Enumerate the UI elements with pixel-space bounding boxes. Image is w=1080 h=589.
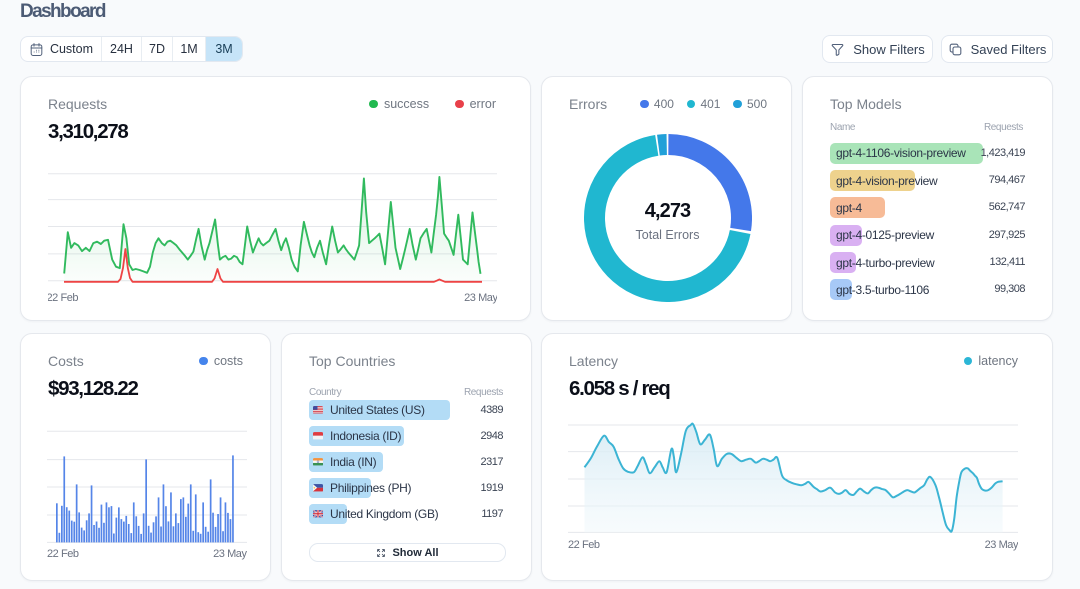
- svg-text:22 Feb: 22 Feb: [48, 292, 78, 304]
- svg-text:23 May: 23 May: [213, 548, 247, 560]
- svg-text:22 Feb: 22 Feb: [47, 548, 79, 560]
- svg-text:22 Feb: 22 Feb: [568, 539, 600, 551]
- svg-text:23 May: 23 May: [985, 539, 1018, 551]
- svg-text:23 May: 23 May: [464, 292, 497, 304]
